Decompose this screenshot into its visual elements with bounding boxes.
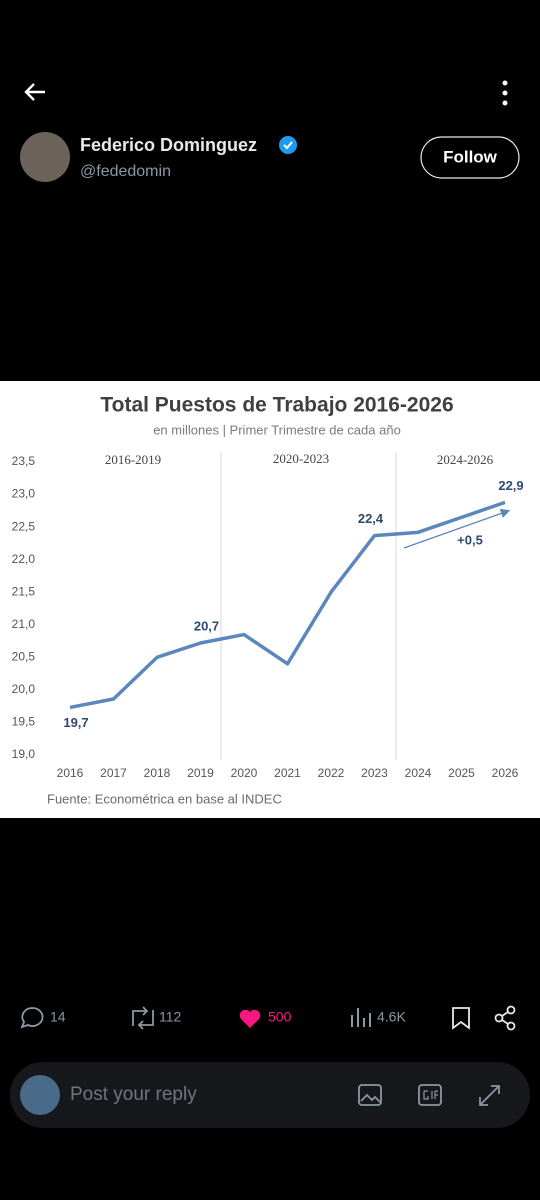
x-tick-label: 2026 [492,766,519,780]
reply-count: 14 [50,1009,66,1025]
data-label: 22,4 [358,511,384,526]
y-tick-label: 22,5 [12,519,36,533]
chart-source: Fuente: Econométrica en base al INDEC [47,791,282,806]
more-button[interactable] [502,80,508,106]
share-action[interactable] [494,1005,516,1031]
view-count: 4.6K [377,1009,406,1025]
bookmark-action[interactable] [452,1007,470,1030]
x-tick-label: 2025 [448,766,475,780]
y-tick-label: 19,5 [12,715,36,729]
x-tick-label: 2023 [361,766,388,780]
data-line [69,500,506,710]
annotation: +0,5 [457,532,483,547]
y-tick-label: 23,5 [12,454,36,468]
chart: Total Puestos de Trabajo 2016-2026 en mi… [0,381,540,818]
user-handle[interactable]: @fededomin [80,163,171,180]
own-avatar [20,1075,60,1115]
x-tick-label: 2024 [405,766,432,780]
y-tick-label: 20,0 [12,682,36,696]
x-tick-label: 2018 [144,766,171,780]
y-tick-label: 19,0 [12,747,36,761]
x-tick-label: 2016 [57,766,84,780]
y-tick-label: 21,0 [12,617,36,631]
trend-arrow [403,508,511,549]
reply-action[interactable] [20,1007,44,1029]
y-tick-label: 23,0 [12,487,36,501]
x-tick-label: 2022 [318,766,345,780]
section-label: 2024-2026 [437,452,494,467]
section-label: 2020-2023 [273,451,329,466]
chart-subtitle: en millones | Primer Trimestre de cada a… [153,422,401,437]
like-count: 500 [268,1009,292,1025]
expand-button[interactable] [479,1085,500,1106]
repost-action[interactable] [132,1006,154,1030]
image-button[interactable] [358,1084,382,1106]
y-tick-label: 22,0 [12,552,36,566]
x-tick-label: 2021 [274,766,301,780]
user-name[interactable]: Federico Dominguez [80,135,257,155]
verified-badge [279,136,297,154]
x-tick-label: 2019 [187,766,214,780]
y-tick-label: 21,5 [12,584,36,598]
y-tick-label: 20,5 [12,650,36,664]
data-label: 19,7 [63,715,88,730]
x-tick-label: 2017 [100,766,127,780]
data-label: 20,7 [194,618,219,633]
reply-box[interactable] [10,1062,530,1128]
reply-placeholder[interactable]: Post your reply [70,1084,197,1105]
repost-count: 112 [159,1009,182,1025]
x-tick-label: 2020 [231,766,258,780]
views-action[interactable] [351,1008,371,1027]
follow-button[interactable] [420,136,520,179]
like-action[interactable] [239,1009,261,1028]
gif-button[interactable] [418,1084,442,1106]
chart-background [0,381,540,818]
section-label: 2016-2019 [105,452,161,467]
follow-label[interactable]: Follow [443,147,498,166]
back-button[interactable] [24,83,45,101]
data-label: 22,9 [498,478,523,493]
chart-title: Total Puestos de Trabajo 2016-2026 [100,394,453,417]
avatar[interactable] [20,132,70,182]
